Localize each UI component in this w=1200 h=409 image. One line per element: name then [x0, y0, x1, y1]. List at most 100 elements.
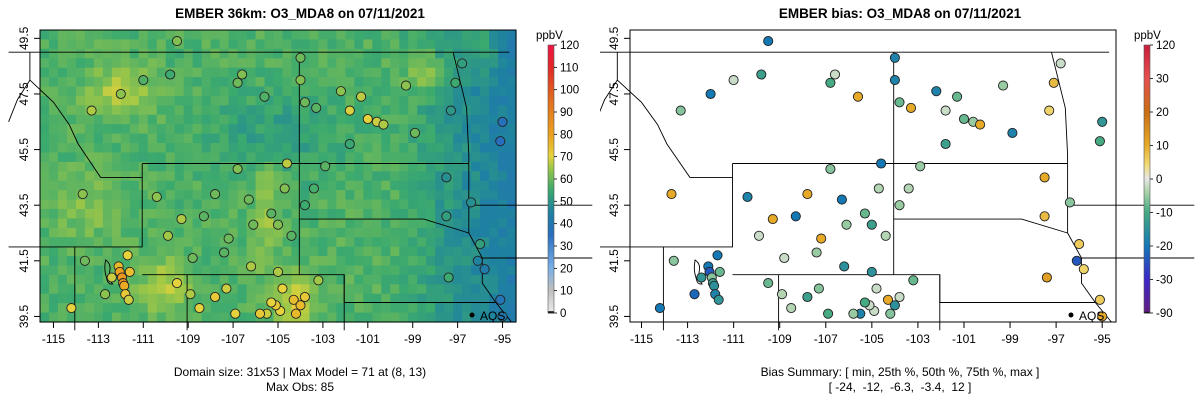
x-axis-ticks: -115 -113 -111 -109 -107 -105 -103 -101 -99 -97 -9… [630, 322, 1111, 346]
station-point [1007, 127, 1018, 138]
y-tick-label: 49.5 [17, 26, 31, 50]
station-point [266, 208, 277, 219]
map-frame [629, 29, 1117, 323]
y-tick-label: 45.5 [607, 138, 621, 162]
station-point [272, 219, 284, 230]
station-point [709, 280, 720, 291]
station-point [829, 69, 841, 80]
state-boundaries [600, 51, 1195, 331]
colorbar-tick-label: 30 [1156, 74, 1169, 86]
colorbar-tick-label: 20 [560, 263, 573, 275]
station-point [232, 163, 243, 175]
station-point [335, 86, 346, 97]
x-tick-label: -111 [723, 332, 746, 346]
station-point [767, 214, 778, 225]
station-point [1094, 294, 1105, 305]
colorbar-tick-label: 30 [560, 241, 573, 253]
station-point [495, 294, 506, 305]
station-point [230, 308, 241, 319]
station-point [848, 308, 859, 319]
x-tick-label: -97 [1047, 332, 1065, 346]
station-point [668, 255, 679, 266]
station-point [1071, 255, 1082, 266]
station-point [445, 105, 456, 116]
station-point [279, 183, 290, 194]
station-point [277, 283, 288, 294]
x-tick-label: -107 [814, 332, 838, 346]
station-point [790, 211, 801, 222]
station-point [176, 214, 187, 225]
colorbar-tick-label: 50 [560, 196, 573, 208]
station-point [696, 272, 707, 283]
x-tick-label: -101 [356, 332, 380, 346]
station-point [409, 127, 421, 138]
station-point [1097, 116, 1108, 127]
station-point [124, 266, 135, 277]
x-tick-label: -115 [42, 332, 65, 346]
station-point [894, 97, 905, 108]
station-point [187, 252, 198, 264]
x-tick-label: -109 [768, 332, 792, 346]
station-point [171, 36, 183, 47]
station-point [123, 294, 134, 305]
station-point [320, 161, 331, 172]
station-point [813, 283, 824, 294]
station-point [889, 300, 900, 311]
station-point [286, 230, 297, 241]
bias-caption-line2: [ -24, -12, -6.3, -3.4, 12 ] [828, 380, 972, 394]
station-point [839, 261, 850, 272]
station-point [823, 308, 834, 319]
station-point [472, 255, 483, 266]
station-point [940, 138, 951, 150]
station-point [308, 183, 319, 194]
station-point [194, 303, 205, 314]
station-point [885, 308, 896, 319]
station-point [295, 52, 306, 63]
y-tick-label: 47.5 [17, 82, 31, 106]
colorbar-tick-label: 100 [560, 85, 579, 97]
station-point [246, 261, 257, 272]
station-point [185, 289, 196, 300]
y-tick-label: 45.5 [17, 138, 31, 162]
bias-panel-title: EMBER bias: O3_MDA8 on 07/11/2021 [778, 6, 1022, 21]
station-point [1041, 272, 1052, 283]
station-point [344, 138, 355, 150]
model-map: -115 -113 -111 -109 -107 -105 -103 -101 -99 -97 -9… [8, 26, 593, 346]
station-point [162, 230, 174, 241]
station-point [871, 283, 882, 294]
station-point [859, 208, 870, 219]
station-point [841, 219, 852, 230]
station-point [931, 86, 942, 97]
y-tick-label: 43.5 [17, 193, 31, 217]
station-point [763, 36, 774, 47]
x-tick-label: -95 [1094, 332, 1112, 346]
station-point [466, 197, 477, 208]
station-point [281, 158, 293, 169]
station-point [356, 91, 367, 102]
station-point [138, 75, 149, 86]
station-point [1064, 197, 1075, 208]
station-point [248, 219, 259, 230]
x-tick-label: -111 [132, 332, 155, 346]
station-point [705, 88, 716, 100]
station-point [889, 52, 900, 63]
x-tick-label: -113 [87, 332, 110, 346]
station-point [221, 283, 232, 294]
station-point [689, 289, 700, 300]
station-point [714, 266, 725, 277]
station-point [779, 252, 790, 264]
station-point [825, 163, 836, 175]
colorbar-tick-label: 70 [560, 152, 573, 164]
colorbar-tick-label: 120 [1156, 40, 1175, 52]
station-point [313, 275, 324, 286]
station-point [866, 219, 877, 230]
x-tick-label: -99 [404, 332, 422, 346]
x-tick-label: -115 [630, 332, 653, 346]
station-point [450, 77, 461, 88]
x-tick-label: -99 [1001, 332, 1019, 346]
station-point [219, 247, 230, 258]
colorbar-title: ppbV [1134, 30, 1161, 42]
station-point [1039, 172, 1050, 183]
y-axis-ticks: 39.5 41.5 43.5 45.5 47.5 49.5 [607, 26, 630, 328]
station-point [1074, 239, 1085, 250]
